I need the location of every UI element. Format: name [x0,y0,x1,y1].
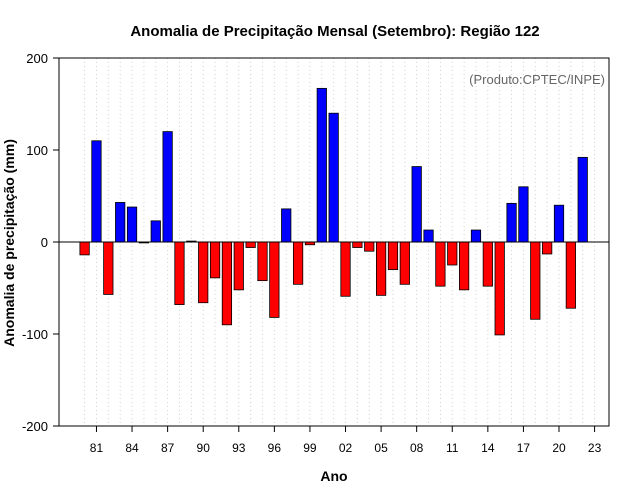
bar-2010 [435,241,446,287]
bar-1988 [174,241,185,305]
y-tick-label: 200 [26,51,48,66]
bar-1983 [115,202,126,243]
bar-2018 [530,241,541,320]
chart-title: Anomalia de Precipitação Mensal (Setembr… [130,23,539,40]
y-tick-label: -100 [22,327,48,342]
bar-2021 [565,241,576,309]
bar-2016 [506,202,517,243]
x-axis: 81 84 87 90 93 96 99 02 05 08 11 14 17 20 23 [90,426,602,455]
x-tick-label: 11 [446,441,459,455]
bar-2006 [387,241,399,271]
bar-2003 [352,241,363,248]
bar-2015 [494,241,505,336]
bar-1980 [79,241,90,256]
bar-2001 [328,112,339,243]
bar-1996 [269,241,280,318]
bar-2019 [542,241,553,255]
bar-1994 [245,241,256,248]
source-note: (Produto:CPTEC/INPE) [469,72,605,87]
bar-1995 [257,241,268,282]
x-tick-label: 90 [197,441,211,455]
bar-1992 [221,241,233,326]
bar-1982 [103,241,114,295]
y-axis: -200 -100 0 100 200 [22,51,59,434]
y-tick-label: 0 [41,235,48,250]
x-tick-label: 96 [268,441,282,455]
bars-group [79,87,588,336]
bar-2011 [447,241,458,266]
bar-2017 [518,186,529,243]
x-tick-label: 87 [161,441,175,455]
bar-1981 [91,140,102,243]
bar-1997 [281,208,292,243]
bar-2002 [340,241,351,297]
bar-1984 [126,206,138,243]
bar-2013 [470,229,482,243]
x-tick-label: 08 [410,441,424,455]
bar-2005 [375,241,387,296]
bar-2022 [577,156,588,243]
bar-1998 [292,241,304,285]
bar-1991 [209,241,221,279]
x-axis-label: Ano [320,468,347,484]
y-tick-label: -200 [22,419,48,434]
x-tick-label: 14 [481,441,495,455]
bar-2008 [411,166,422,243]
y-tick-label: 100 [26,143,48,158]
bar-2004 [364,241,375,252]
bar-2014 [482,241,493,287]
x-tick-label: 84 [125,441,139,455]
x-tick-label: 20 [552,441,566,455]
bar-2000 [316,87,327,243]
bar-1987 [162,131,173,243]
bar-2012 [459,241,470,291]
x-tick-label: 05 [374,441,388,455]
bar-1986 [150,220,161,243]
bar-2007 [399,241,410,285]
x-tick-label: 99 [303,441,317,455]
bar-1990 [198,241,209,304]
x-tick-label: 17 [517,441,531,455]
bar-1993 [233,241,244,291]
x-tick-label: 93 [232,441,246,455]
y-axis-label: Anomalia de precipitação (mm) [1,139,17,347]
bar-2009 [423,229,434,243]
x-tick-label: 02 [339,441,353,455]
bar-2020 [553,204,565,243]
x-tick-label: 81 [90,441,104,455]
x-tick-label: 23 [588,441,602,455]
